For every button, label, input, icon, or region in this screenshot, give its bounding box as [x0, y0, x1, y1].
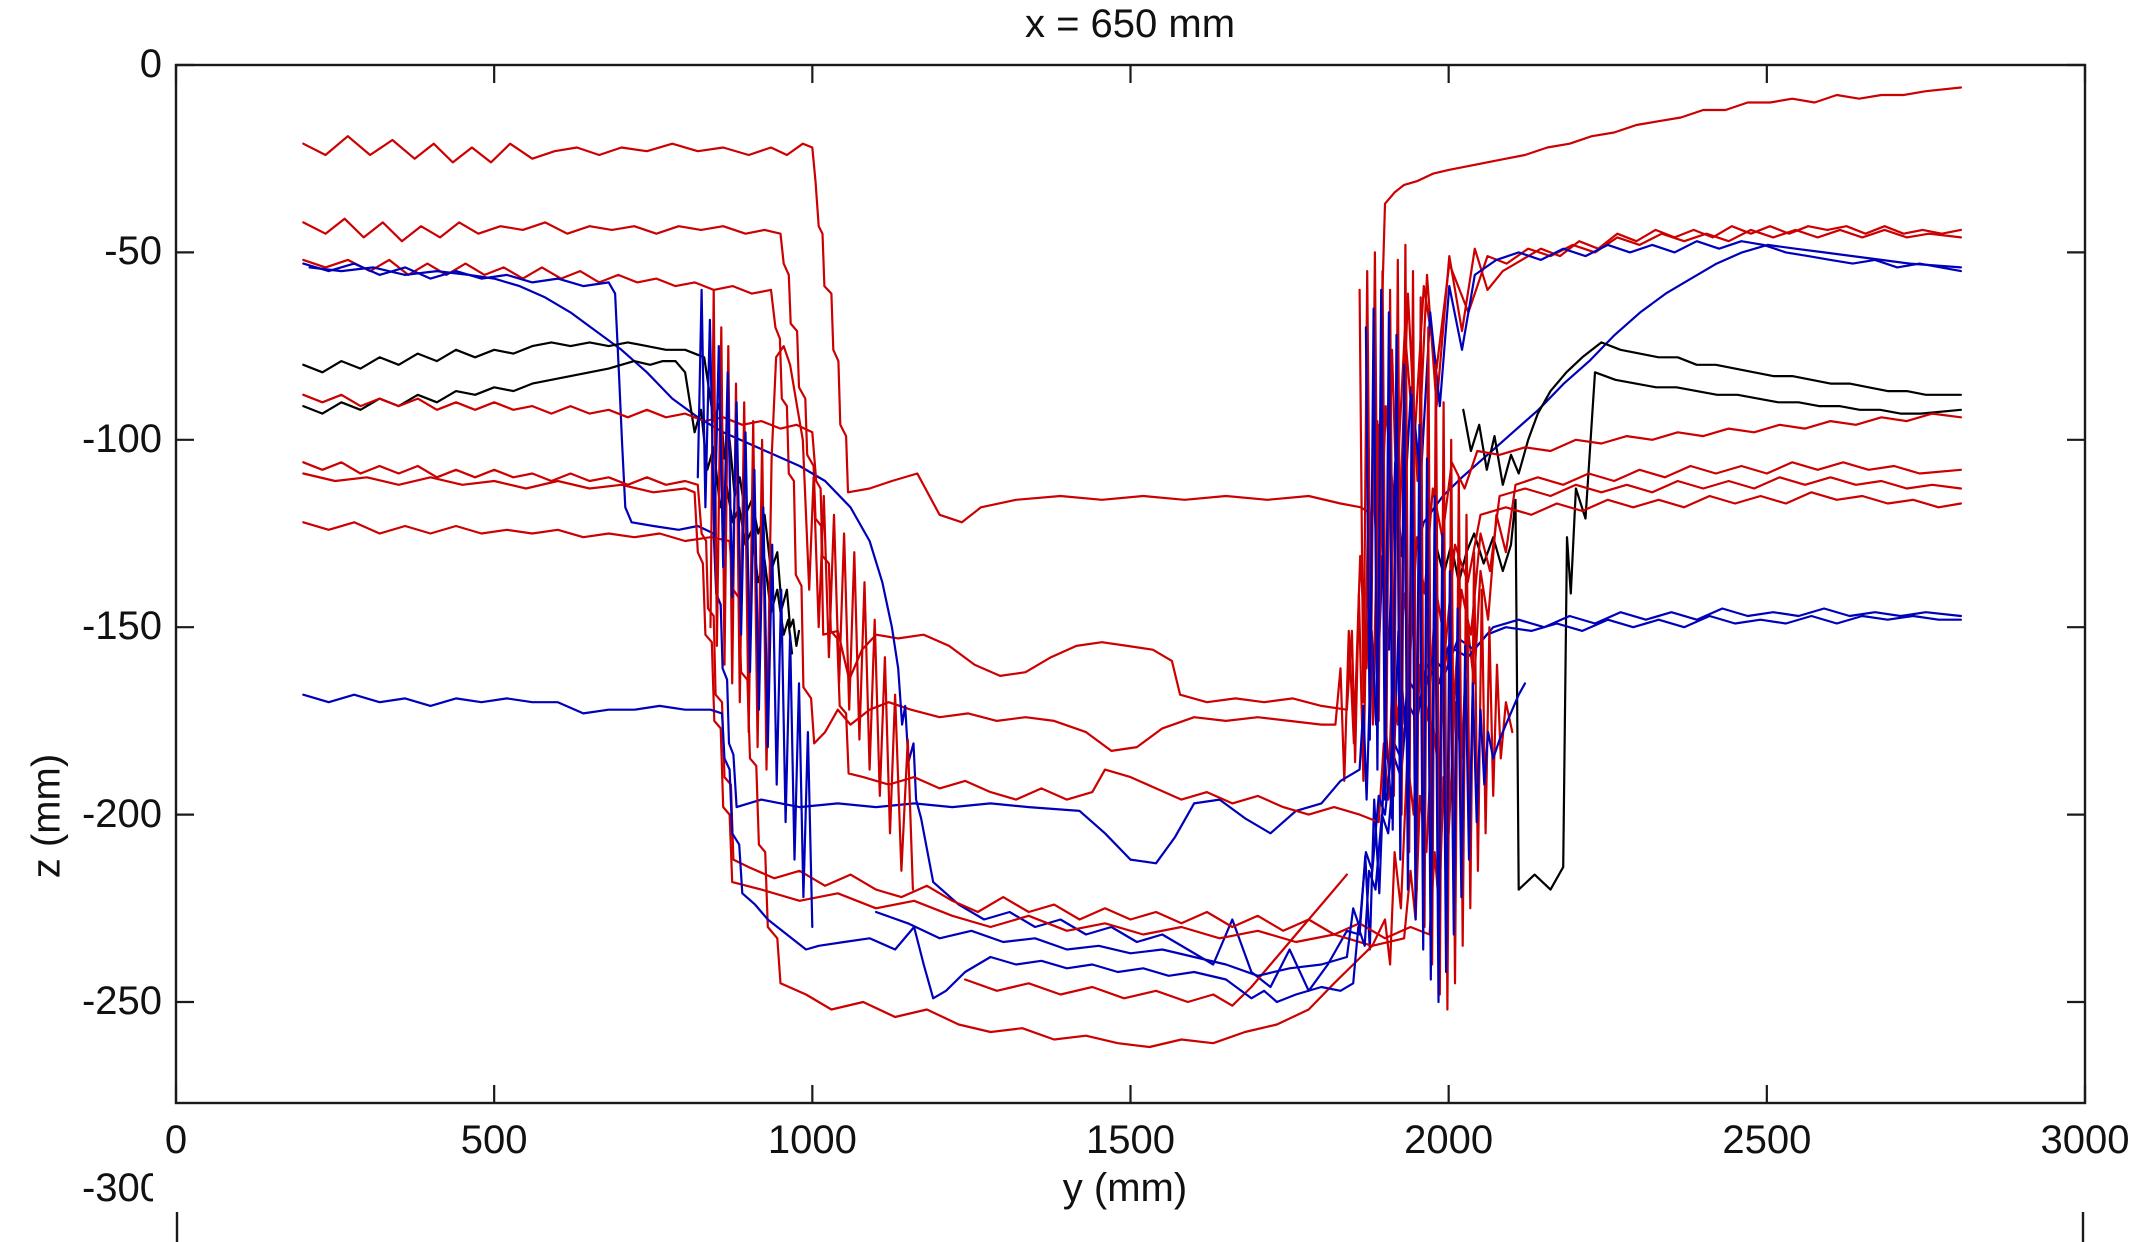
x-tick-label: 1000: [767, 1118, 857, 1162]
y-tick-label: -200: [81, 791, 162, 836]
series-red-107-profile-a: [302, 461, 1963, 940]
y-tick-label-wrap: -100: [12, 415, 172, 465]
y-tick-label: -300: [81, 1166, 153, 1211]
y-tick-label: -100: [81, 416, 162, 461]
series-blue-168-profile: [302, 614, 1963, 1004]
series-black-right-upper: [1462, 341, 1963, 486]
plot-box: [174, 63, 2087, 1105]
series-black-right-lower: [1434, 371, 1963, 891]
series-red-43-profile: [302, 217, 1963, 783]
series-black-left-upper: [302, 341, 801, 648]
x-tick-label: 1500: [1086, 1118, 1175, 1162]
y-tick-label: -150: [81, 604, 162, 649]
y-tick-label: 0: [139, 42, 162, 86]
y-tick-label-wrap: -150: [12, 602, 172, 652]
series-red-53-profile: [302, 228, 1963, 783]
series-left-wall-blue-spikes: [696, 288, 814, 929]
series-blue-diagonal-profile: [308, 243, 1963, 992]
x-tick-label: 0: [164, 1118, 188, 1162]
series-blue-53-profile: [302, 240, 1963, 865]
series-red-deep-second: [963, 873, 1349, 1007]
y-tick-label-wrap: -200: [12, 790, 172, 840]
series-red-123-deep-profile: [302, 491, 1963, 1049]
x-tick-label: 500: [460, 1118, 528, 1162]
y-tick-label: -250: [81, 979, 162, 1023]
series-red-89-profile: [302, 393, 1963, 824]
x-tick-label: 3000: [2040, 1118, 2130, 1162]
y-tick-label-wrap: 0: [12, 40, 172, 90]
x-axis-label: y (mm): [1062, 1166, 1188, 1210]
series-right-wall-blue-spikes: [1364, 288, 1527, 1004]
y-tick-label-wrap: -250: [12, 977, 172, 1027]
series-red-top-profile: [302, 86, 1963, 554]
y-tick-label-clipped: -300: [12, 1164, 153, 1214]
y-tick-label-wrap: -50: [12, 227, 172, 277]
chart-title: x = 650 mm: [1024, 2, 1236, 46]
y-tick-label: -50: [104, 229, 162, 274]
x-tick-label: 2500: [1722, 1118, 1812, 1162]
x-tick-label: 2000: [1404, 1118, 1494, 1162]
series-red-107-profile-b: [302, 472, 1963, 947]
